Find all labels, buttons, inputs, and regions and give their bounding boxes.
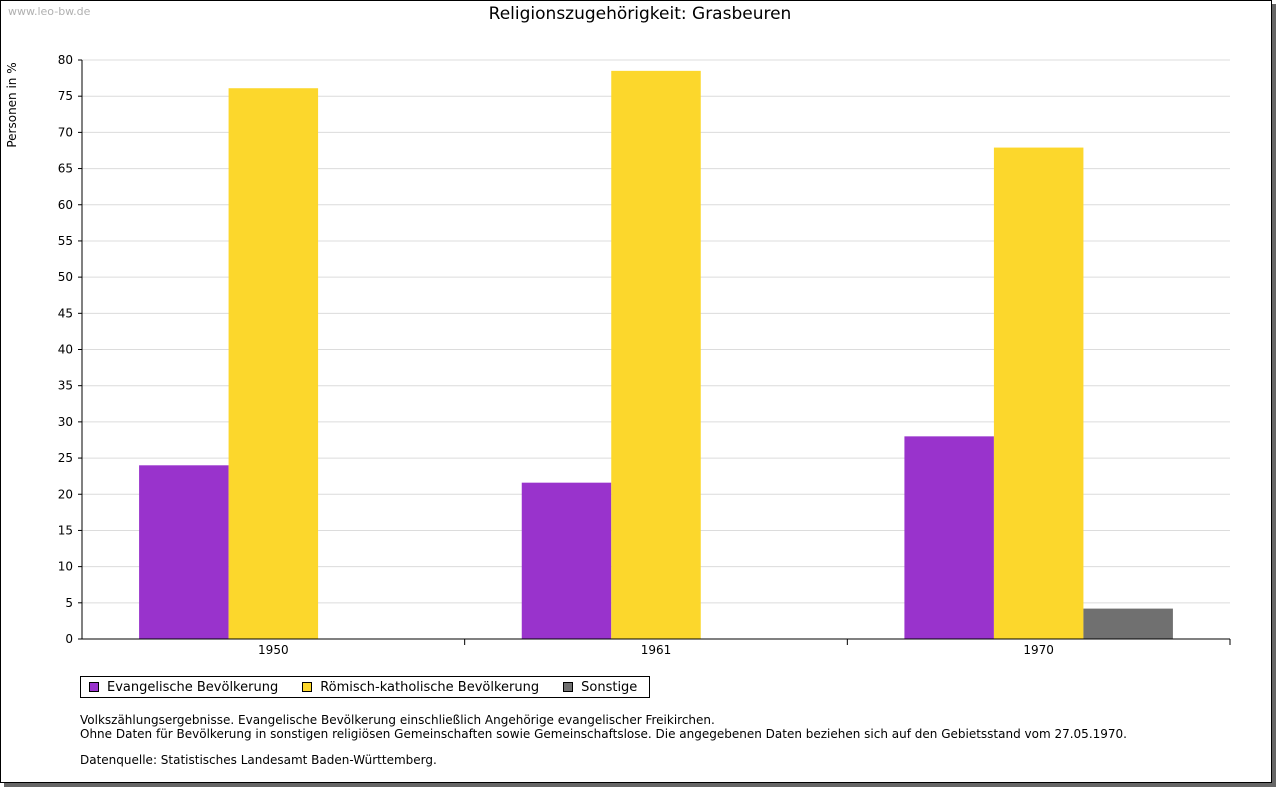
y-tick-label: 40 bbox=[58, 343, 73, 357]
legend-item-katholisch: Römisch-katholische Bevölkerung bbox=[302, 680, 539, 695]
y-tick-label: 75 bbox=[58, 89, 73, 103]
y-tick-label: 60 bbox=[58, 198, 73, 212]
y-tick-label: 15 bbox=[58, 523, 73, 537]
bar bbox=[139, 465, 229, 639]
bar bbox=[521, 482, 612, 639]
bar bbox=[1083, 608, 1173, 639]
y-tick-label: 5 bbox=[65, 596, 73, 610]
legend-label-katholisch: Römisch-katholische Bevölkerung bbox=[320, 679, 540, 695]
legend-swatch-katholisch bbox=[302, 682, 313, 692]
legend-swatch-evangelisch bbox=[89, 682, 99, 692]
legend-item-evangelisch: Evangelische Bevölkerung bbox=[89, 680, 278, 695]
bar bbox=[993, 147, 1084, 640]
bar bbox=[904, 436, 994, 639]
y-tick-label: 45 bbox=[58, 306, 73, 320]
data-source: Datenquelle: Statistisches Landesamt Bad… bbox=[80, 753, 437, 767]
y-tick-label: 65 bbox=[58, 162, 73, 176]
y-tick-label: 30 bbox=[58, 415, 73, 429]
bar bbox=[611, 70, 701, 639]
note-line-2: Ohne Daten für Bevölkerung in sonstigen … bbox=[80, 727, 1127, 741]
x-tick-label: 1950 bbox=[258, 643, 289, 657]
x-tick-label: 1961 bbox=[641, 643, 672, 657]
legend-label-sonstige: Sonstige bbox=[581, 679, 638, 695]
note-line-1: Volkszählungsergebnisse. Evangelische Be… bbox=[80, 713, 715, 727]
chart-notes: Volkszählungsergebnisse. Evangelische Be… bbox=[80, 713, 1127, 767]
y-tick-label: 35 bbox=[58, 379, 73, 393]
y-tick-label: 20 bbox=[58, 487, 73, 501]
legend-swatch-sonstige bbox=[563, 682, 574, 692]
chart-title: Religionszugehörigkeit: Grasbeuren bbox=[488, 4, 792, 24]
y-tick-label: 55 bbox=[58, 234, 73, 248]
legend: Evangelische Bevölkerung Römisch-katholi… bbox=[80, 676, 651, 698]
legend-item-sonstige: Sonstige bbox=[563, 680, 637, 695]
bar bbox=[228, 88, 319, 639]
y-tick-label: 10 bbox=[58, 560, 73, 574]
y-tick-label: 80 bbox=[58, 53, 73, 67]
y-tick-label: 25 bbox=[58, 451, 73, 465]
y-tick-label: 0 bbox=[65, 632, 73, 646]
x-tick-label: 1970 bbox=[1023, 643, 1054, 657]
y-tick-label: 50 bbox=[58, 270, 73, 284]
watermark: www.leo-bw.de bbox=[8, 5, 91, 18]
legend-label-evangelisch: Evangelische Bevölkerung bbox=[107, 679, 279, 695]
y-tick-label: 70 bbox=[58, 125, 73, 139]
